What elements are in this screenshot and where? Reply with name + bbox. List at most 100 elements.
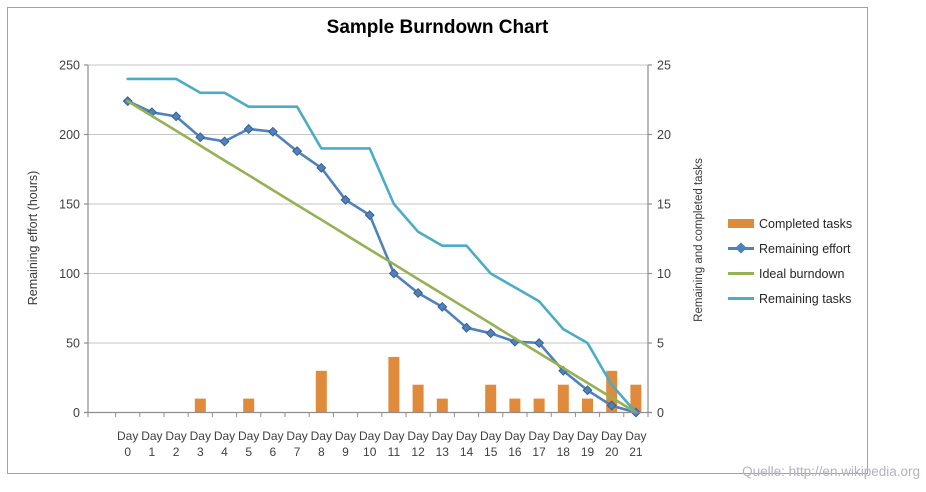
marker-day-10 [364,210,375,221]
x-label-number: 15 [484,445,498,459]
bar-day-12 [412,384,424,413]
source-attribution: Quelle: http://en.wikipedia.org [742,464,920,479]
right-axis-title: Remaining and completed tasks [693,158,705,322]
left-tick-label: 250 [59,59,80,73]
legend-item-ideal-burndown: Ideal burndown [728,261,852,286]
x-label-number: 16 [508,445,522,459]
x-label-day: Day [480,429,501,443]
marker-day-14 [461,322,472,333]
x-label-day: Day [238,429,259,443]
x-label-day: Day [214,429,235,443]
x-label-number: 11 [388,445,401,459]
bar-day-19 [582,398,593,413]
x-label-day: Day [335,429,356,443]
right-tick-label: 5 [657,337,664,351]
marker-day-15 [485,328,496,339]
right-tick-label: 25 [657,59,671,73]
marker-day-2 [171,111,182,122]
left-tick-label: 150 [59,198,80,212]
bar-day-20 [606,370,618,413]
x-label-number: 10 [363,445,377,459]
x-label-day: Day [141,429,162,443]
x-label-day: Day [359,429,380,443]
legend-diamond-marker [735,242,747,254]
series-line-remaining-tasks [126,77,638,414]
legend-item-completed-tasks: Completed tasks [728,211,852,236]
x-label-day: Day [456,429,477,443]
x-label-number: 7 [294,445,301,459]
x-label-number: 9 [342,445,349,459]
legend-swatch-line [728,272,754,275]
series-line-remaining-effort [126,99,638,414]
legend-label: Ideal burndown [759,266,845,281]
marker-day-11 [388,268,399,279]
x-label-number: 3 [197,445,204,459]
x-label-day: Day [311,429,332,443]
x-label-day: Day [286,429,307,443]
bar-day-3 [194,398,206,413]
marker-day-9 [340,194,351,205]
legend-item-remaining-tasks: Remaining tasks [728,286,852,311]
x-label-number: 2 [173,445,180,459]
right-tick-label: 0 [657,406,664,420]
bar-day-18 [557,384,569,413]
x-label-number: 14 [460,445,474,459]
bar-day-15 [485,384,497,413]
x-label-day: Day [383,429,404,443]
marker-day-6 [267,126,278,137]
x-label-day: Day [625,429,646,443]
chart-title: Sample Burndown Chart [326,17,549,38]
legend-label: Completed tasks [759,216,853,231]
x-label-day: Day [432,429,453,443]
bar-day-17 [533,398,545,413]
bar-day-8 [315,370,327,413]
x-label-number: 1 [149,445,156,459]
legend-swatch-line [728,242,754,254]
x-label-number: 8 [318,445,325,459]
x-label-number: 17 [532,445,546,459]
x-label-number: 0 [124,445,131,459]
x-label-day: Day [117,429,138,443]
marker-day-8 [316,162,327,173]
legend-swatch-line [728,297,754,300]
marker-day-5 [243,123,254,134]
x-label-day: Day [190,429,211,443]
marker-day-7 [292,146,303,157]
left-tick-label: 200 [59,128,80,142]
bar-day-13 [436,398,448,413]
x-label-day: Day [407,429,428,443]
legend: Completed tasks Remaining effort Ideal bur… [728,211,852,311]
legend-label: Remaining effort [759,241,851,256]
bar-day-21 [630,384,642,413]
left-tick-label: 50 [66,337,80,351]
marker-day-12 [413,287,424,298]
legend-swatch-bar [728,219,754,228]
x-label-day: Day [577,429,598,443]
series-line-ideal-burndown [126,99,638,414]
x-label-day: Day [601,429,622,443]
chart-border [7,7,868,474]
x-label-day: Day [262,429,283,443]
x-label-number: 12 [411,445,425,459]
x-label-day: Day [553,429,574,443]
right-tick-label: 15 [657,198,671,212]
x-label-number: 6 [270,445,277,459]
right-tick-label: 20 [657,128,671,142]
marker-day-20 [606,400,617,411]
legend-item-remaining-effort: Remaining effort [728,236,852,261]
x-label-day: Day [504,429,525,443]
marker-day-4 [219,136,230,147]
bar-day-5 [243,398,255,413]
left-tick-label: 0 [73,406,80,420]
left-axis-title: Remaining effort (hours) [26,170,40,306]
legend-label: Remaining tasks [759,291,852,306]
marker-day-3 [195,132,206,143]
bar-day-16 [509,398,521,413]
marker-day-17 [534,337,545,349]
x-label-day: Day [528,429,549,443]
x-label-number: 5 [245,445,252,459]
x-label-number: 4 [221,445,228,459]
x-label-number: 13 [436,445,450,459]
